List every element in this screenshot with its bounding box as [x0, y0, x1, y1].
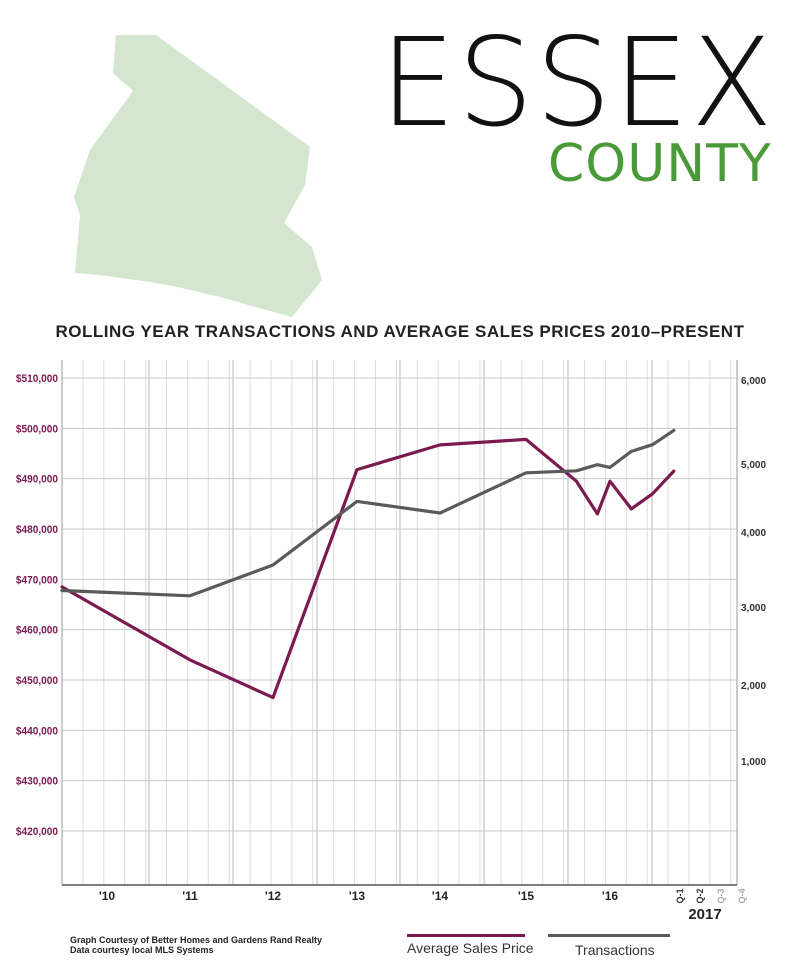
x-tick-label: '13 [349, 889, 366, 903]
y-right-tick-label: 3,000 [741, 603, 766, 614]
y-left-tick-label: $470,000 [16, 574, 58, 586]
y-left-tick-label: $420,000 [16, 826, 58, 838]
y-left-tick-label: $450,000 [16, 675, 58, 687]
y-left-tick-label: $500,000 [16, 423, 58, 435]
y-left-tick-label: $460,000 [16, 624, 58, 636]
essex-county-map-shape [74, 35, 322, 317]
credits-line-1: Graph Courtesy of Better Homes and Garde… [70, 935, 323, 945]
x-tick-label: '11 [182, 889, 198, 903]
y-left-tick-label: $510,000 [16, 373, 58, 385]
y-right-tick-label: 1,000 [741, 757, 766, 768]
series-line-average-sales-price [60, 437, 676, 700]
quarter-label: Q-4 [737, 888, 747, 903]
y-left-tick-label: $430,000 [16, 775, 58, 787]
y-left-tick-label: $480,000 [16, 524, 58, 536]
legend-transactions-swatch [548, 934, 670, 937]
y-right-tick-label: 4,000 [741, 528, 766, 539]
chart-title: ROLLING YEAR TRANSACTIONS AND AVERAGE SA… [55, 322, 745, 341]
y-left-tick-label: $490,000 [16, 473, 58, 485]
x-tick-label: '15 [518, 889, 535, 903]
x-tick-label: '12 [265, 889, 282, 903]
quarter-label: Q-2 [695, 888, 705, 903]
legend-average-sales-price: Average Sales Price [407, 940, 534, 956]
county-title: ESSEX [380, 12, 775, 154]
quarter-year-label: 2017 [688, 906, 721, 923]
county-subtitle: COUNTY [548, 134, 772, 194]
x-tick-label: '16 [602, 889, 619, 903]
y-left-tick-label: $440,000 [16, 725, 58, 737]
legend-transactions: Transactions [575, 942, 655, 958]
y-right-tick-label: 5,000 [741, 460, 766, 471]
quarter-label: Q-3 [716, 888, 726, 903]
y-right-tick-label: 6,000 [741, 376, 766, 387]
legend-average-sales-price-swatch [407, 934, 525, 937]
x-tick-label: '14 [432, 889, 449, 903]
credits-line-2: Data courtesy local MLS Systems [70, 945, 214, 955]
x-tick-label: '10 [99, 889, 116, 903]
series-line-transactions [60, 428, 676, 598]
credits: Graph Courtesy of Better Homes and Garde… [70, 935, 322, 955]
quarter-label: Q-1 [675, 888, 685, 903]
y-right-tick-label: 2,000 [741, 681, 766, 692]
